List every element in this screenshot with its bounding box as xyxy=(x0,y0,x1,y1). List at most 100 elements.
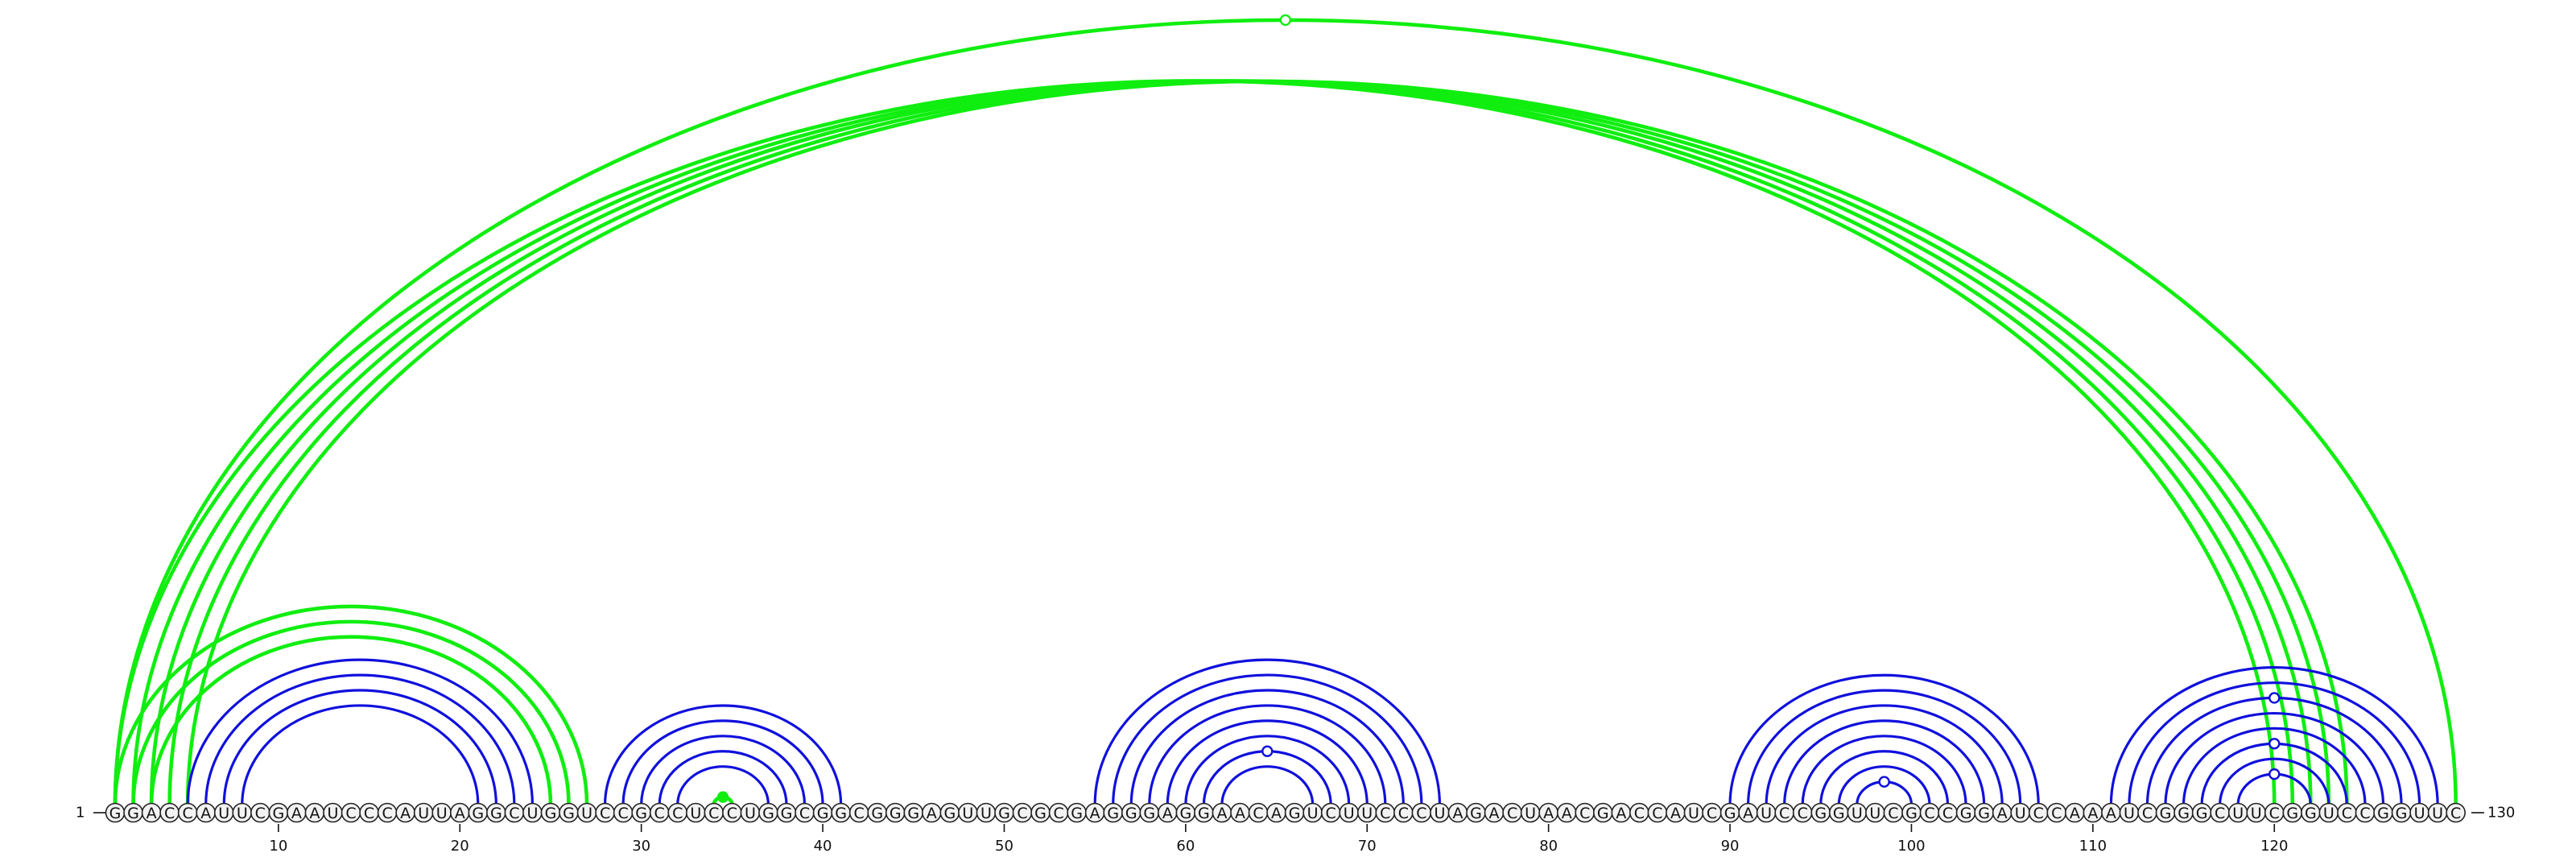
nucleotide-68: C xyxy=(1320,802,1341,823)
nucleotide-9: C xyxy=(250,802,270,823)
secondary-pair-arc-96-101 xyxy=(1837,765,1931,805)
nucleotide-letter: A xyxy=(1616,805,1626,822)
nucleotide-letter: U xyxy=(1761,805,1772,822)
pair-marker-34-35 xyxy=(716,791,729,803)
nucleotide-letter: G xyxy=(545,805,557,822)
nucleotide-letter: A xyxy=(291,805,302,822)
nucleotide-119: U xyxy=(2246,802,2267,823)
sequence-backbone: 1 130 xyxy=(76,805,2515,822)
secondary-pair-arc-29-40 xyxy=(621,719,824,805)
nucleotide-81: A xyxy=(1556,802,1577,823)
nucleotide-letter: C xyxy=(1053,805,1063,822)
nucleotide-61: G xyxy=(1194,802,1214,823)
nucleotide-letter: U xyxy=(745,805,756,822)
nucleotide-letter: G xyxy=(1198,805,1210,822)
nucleotide-5: C xyxy=(177,802,198,823)
nucleotide-letter: G xyxy=(943,805,956,822)
tick-label-50: 50 xyxy=(995,838,1013,855)
tick-label-10: 10 xyxy=(269,838,287,855)
nucleotide-letter: U xyxy=(218,805,229,822)
nucleotide-34: C xyxy=(704,802,724,823)
nucleotide-letter: U xyxy=(2251,805,2262,822)
nucleotide-44: G xyxy=(885,802,906,823)
nucleotide-letter: G xyxy=(890,805,902,822)
pair-marker-97-100 xyxy=(1878,776,1890,788)
secondary-pair-arc-55-74 xyxy=(1093,658,1442,805)
nucleotide-letter: C xyxy=(1579,805,1590,822)
nucleotide-15: C xyxy=(359,802,379,823)
nucleotide-4: C xyxy=(159,802,180,823)
nucleotide-letter: C xyxy=(2215,805,2225,822)
nucleotide-letter: C xyxy=(2142,805,2153,822)
pair-marker-113-127 xyxy=(2268,692,2281,704)
nucleotide-letter: C xyxy=(799,805,810,822)
nucleotide-letter: U xyxy=(2414,805,2425,822)
secondary-pair-arc-7-22 xyxy=(222,689,497,805)
nucleotide-112: U xyxy=(2119,802,2140,823)
nucleotide-78: C xyxy=(1502,802,1522,823)
tertiary-pair-arc-4-123 xyxy=(167,79,2331,805)
tick-label-30: 30 xyxy=(632,838,650,855)
nucleotide-letter: C xyxy=(708,805,719,822)
secondary-pair-arc-111-129 xyxy=(2109,665,2439,805)
nucleotide-72: C xyxy=(1393,802,1414,823)
nucleotide-98: U xyxy=(1865,802,1885,823)
nucleotide-91: A xyxy=(1738,802,1758,823)
nucleotide-letter: C xyxy=(509,805,519,822)
secondary-pair-arc-28-41 xyxy=(603,704,843,805)
nucleotide-42: C xyxy=(848,802,869,823)
nucleotide-24: U xyxy=(522,802,543,823)
nucleotide-129: U xyxy=(2427,802,2448,823)
nucleotide-111: A xyxy=(2101,802,2121,823)
nucleotide-letter: C xyxy=(1253,805,1263,822)
nucleotide-109: A xyxy=(2065,802,2085,823)
nucleotide-67: U xyxy=(1302,802,1323,823)
nucleotide-23: C xyxy=(504,802,525,823)
nucleotide-63: A xyxy=(1230,802,1250,823)
nucleotide-126: G xyxy=(2373,802,2393,823)
nucleotide-29: C xyxy=(613,802,634,823)
nucleotide-118: U xyxy=(2227,802,2248,823)
nucleotide-letter: U xyxy=(1852,805,1863,822)
nucleotide-letter: G xyxy=(2396,805,2408,822)
nucleotide-115: G xyxy=(2174,802,2194,823)
nucleotide-letter: C xyxy=(1924,805,1934,822)
nucleotide-letter: A xyxy=(1162,805,1173,822)
nucleotide-letter: A xyxy=(147,805,157,822)
nucleotide-16: C xyxy=(377,802,398,823)
nucleotide-53: C xyxy=(1048,802,1069,823)
nucleotide-letter: C xyxy=(1942,805,1953,822)
nucleotide-letter: C xyxy=(2051,805,2062,822)
nucleotide-letter: G xyxy=(1597,805,1609,822)
nucleotide-60: G xyxy=(1175,802,1196,823)
nucleotide-85: C xyxy=(1629,802,1649,823)
nucleotide-108: C xyxy=(2046,802,2067,823)
secondary-pair-arc-91-106 xyxy=(1747,689,2022,805)
nucleotide-letter: G xyxy=(817,805,829,822)
nucleotide-letter: A xyxy=(455,805,465,822)
nucleotide-letter: C xyxy=(2359,805,2370,822)
nucleotide-letter: G xyxy=(1833,805,1845,822)
secondary-pair-arc-59-70 xyxy=(1166,719,1368,805)
nucleotide-letter: G xyxy=(1470,805,1482,822)
nucleotide-73: C xyxy=(1411,802,1432,823)
nucleotide-letter: U xyxy=(980,805,992,822)
nucleotide-letter: A xyxy=(2106,805,2116,822)
nucleotide-letter: C xyxy=(1634,805,1645,822)
nucleotide-letter: A xyxy=(400,805,411,822)
tick-label-60: 60 xyxy=(1176,838,1195,855)
nucleotide-80: A xyxy=(1538,802,1558,823)
nucleotide-letter: G xyxy=(2305,805,2317,822)
nucleotide-letter: C xyxy=(1507,805,1517,822)
nucleotide-letter: U xyxy=(1434,805,1445,822)
nucleotide-letter: U xyxy=(328,805,339,822)
nucleotide-letter: C xyxy=(1652,805,1662,822)
secondary-pair-arc-60-69 xyxy=(1184,735,1351,805)
nucleotide-113: C xyxy=(2137,802,2157,823)
nucleotide-letter: C xyxy=(1017,805,1027,822)
nucleotide-13: U xyxy=(323,802,343,823)
nucleotide-letter: C xyxy=(600,805,610,822)
nucleotide-114: G xyxy=(2155,802,2176,823)
nucleotide-letter: A xyxy=(1670,805,1681,822)
nucleotide-letter: U xyxy=(1525,805,1536,822)
